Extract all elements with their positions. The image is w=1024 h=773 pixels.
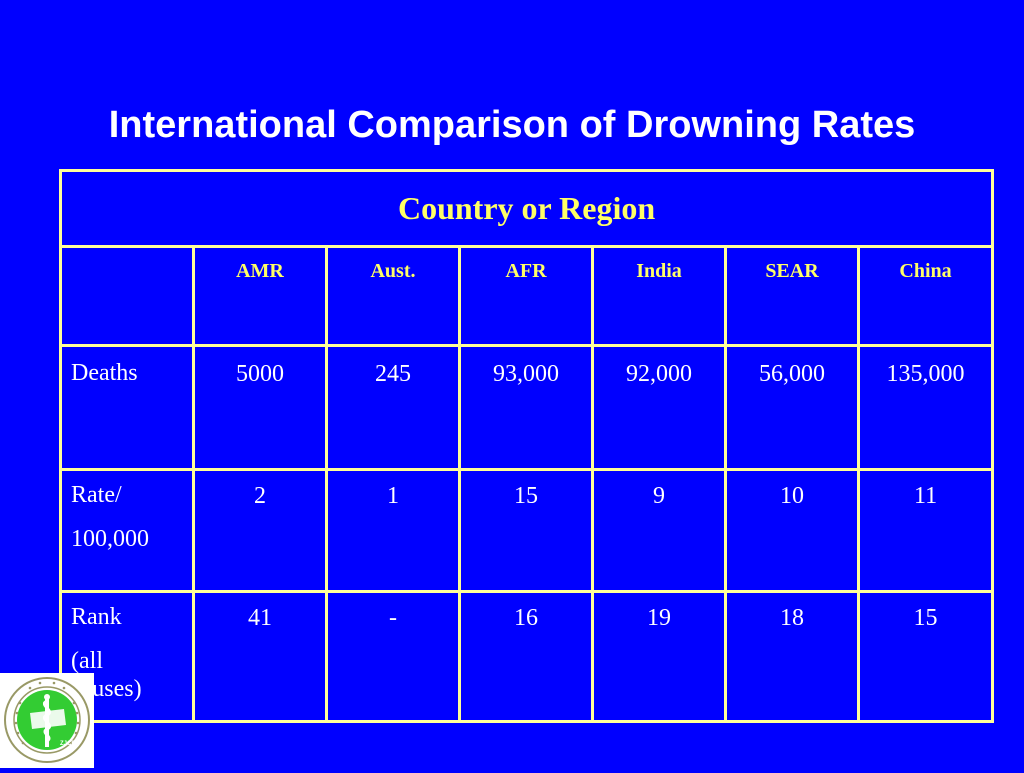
table-cell: 2 [192, 468, 328, 593]
table-cell: 41 [192, 590, 328, 723]
column-header-row: AMR Aust. AFR India SEAR China [59, 245, 995, 347]
table-cell: 5000 [192, 344, 328, 471]
table-cell: 16 [458, 590, 594, 723]
logo-text: ZJCDC [60, 741, 81, 747]
table-cell: 19 [591, 590, 727, 723]
row-label-line: Deaths [71, 360, 138, 386]
column-header: India [591, 245, 727, 347]
column-header: AFR [458, 245, 594, 347]
table-cell: 56,000 [724, 344, 860, 471]
table-cell: 15 [856, 590, 995, 723]
row-label-line: Rank [71, 604, 122, 630]
table-cell: 18 [724, 590, 860, 723]
row-label-line: (all [71, 648, 103, 674]
empty-corner-cell [59, 245, 195, 347]
region-header: Country or Region [58, 169, 995, 248]
drowning-rates-table: Country or Region AMR Aust. AFR India SE… [58, 169, 995, 723]
table-row: Rate/ 100,000 2 1 15 9 10 11 [59, 468, 995, 593]
table-cell: - [325, 590, 461, 723]
table-header-row: Country or Region [58, 169, 995, 248]
row-label: Rate/ 100,000 [59, 468, 195, 593]
column-header: SEAR [724, 245, 860, 347]
column-header: AMR [192, 245, 328, 347]
column-header: China [856, 245, 995, 347]
table-cell: 93,000 [458, 344, 594, 471]
table-row: Rank (all causes) 41 - 16 19 18 15 [59, 590, 995, 723]
organization-logo: ZJCDC [0, 673, 94, 768]
column-header: Aust. [325, 245, 461, 347]
table-cell: 92,000 [591, 344, 727, 471]
table-cell: 11 [856, 468, 995, 593]
table-cell: 1 [325, 468, 461, 593]
table-cell: 15 [458, 468, 594, 593]
row-label: Deaths [59, 344, 195, 471]
table-row: Deaths 5000 245 93,000 92,000 56,000 135… [59, 344, 995, 471]
table-cell: 245 [325, 344, 461, 471]
rod-of-asclepius-seal-icon: ZJCDC [4, 677, 90, 763]
slide-title: International Comparison of Drowning Rat… [108, 104, 916, 146]
table-cell: 9 [591, 468, 727, 593]
row-label-line: 100,000 [71, 526, 149, 552]
table-cell: 10 [724, 468, 860, 593]
table-cell: 135,000 [856, 344, 995, 471]
row-label-line: Rate/ [71, 482, 122, 508]
